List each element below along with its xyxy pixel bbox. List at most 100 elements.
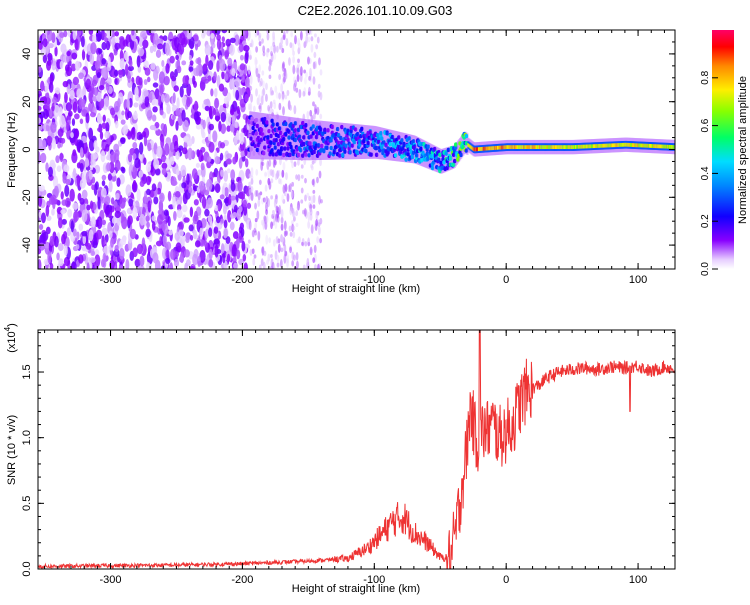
spectrogram-cell bbox=[162, 233, 167, 247]
spectrogram-cell bbox=[136, 216, 140, 222]
spectrogram-cell bbox=[138, 47, 145, 57]
spectrogram-cell bbox=[223, 228, 228, 239]
spectrogram-cell bbox=[297, 47, 301, 55]
spectrogram-cell bbox=[192, 229, 198, 240]
spectrogram-cell bbox=[304, 209, 308, 219]
spectrogram-cell bbox=[201, 131, 206, 139]
spectrogram-cell bbox=[132, 142, 138, 149]
spectrogram-cell bbox=[205, 54, 209, 67]
spectrogram-cell bbox=[54, 235, 59, 248]
spectrogram-cell bbox=[72, 76, 80, 86]
spectrogram-cell bbox=[204, 228, 209, 239]
colorbar-tick-label: 0.4 bbox=[700, 166, 711, 180]
spectrogram-cell bbox=[155, 49, 162, 59]
spectrogram-cell bbox=[174, 68, 178, 78]
spectrogram-cell bbox=[261, 246, 265, 256]
spectrogram-cell bbox=[213, 71, 217, 81]
spectrogram-cell bbox=[312, 101, 315, 107]
spectrogram-cell bbox=[312, 61, 316, 70]
spectrogram-cell bbox=[319, 237, 322, 244]
spectrogram-cell bbox=[380, 145, 384, 150]
spectrogram-cell bbox=[51, 208, 55, 216]
spectrogram-cell bbox=[231, 77, 235, 90]
spectrogram-cell bbox=[419, 146, 423, 151]
spectrogram-cell bbox=[126, 207, 132, 215]
spectrogram-cell bbox=[72, 202, 79, 210]
spectrogram-cell bbox=[54, 46, 58, 57]
spectrogram-cell bbox=[251, 125, 256, 131]
spectrogram-cell bbox=[125, 184, 132, 197]
spectrogram-cell bbox=[67, 208, 73, 218]
spectrogram-cell bbox=[182, 119, 189, 132]
spectrogram-cell bbox=[319, 217, 323, 225]
spectrogram-cell bbox=[143, 157, 147, 166]
spectrogram-cell bbox=[296, 127, 301, 133]
spectrogram-cell bbox=[95, 30, 102, 42]
spectrogram-cell bbox=[170, 248, 176, 260]
spectrogram-cell bbox=[250, 185, 254, 193]
spectrogram-cell bbox=[219, 142, 226, 149]
spectrogram-cell bbox=[263, 145, 267, 150]
spectrogram-cell bbox=[304, 241, 308, 247]
spectrogram-cell bbox=[286, 89, 290, 97]
spectrogram-cell bbox=[241, 30, 248, 37]
spectrogram-cell bbox=[379, 130, 383, 136]
spectrogram-cell bbox=[311, 160, 315, 165]
spectrogram-cell bbox=[295, 174, 298, 180]
spectrogram-cell bbox=[93, 87, 99, 97]
spectrogram-cell bbox=[146, 262, 151, 269]
spectrogram-cell bbox=[66, 227, 71, 237]
spectrogram-cell bbox=[134, 258, 141, 268]
spectrogram-cell bbox=[296, 74, 300, 83]
spectrogram-cell bbox=[273, 198, 277, 208]
spectrogram-cell bbox=[310, 195, 314, 205]
spectrogram-cell bbox=[215, 216, 221, 224]
spectrogram-cell bbox=[318, 127, 323, 132]
spectrogram-cell bbox=[261, 88, 265, 99]
spectrogram-cell bbox=[262, 51, 266, 57]
spectrogram-cell bbox=[275, 213, 279, 220]
spectrogram-cell bbox=[173, 210, 177, 221]
spectrogram-cell bbox=[165, 258, 171, 264]
spectrogram-cell bbox=[255, 88, 258, 97]
spectrogram-cell bbox=[254, 230, 258, 236]
spectrogram-cell bbox=[256, 135, 261, 141]
spectrogram-cell bbox=[280, 247, 284, 253]
spectrogram-cell bbox=[178, 229, 184, 237]
spectrogram-cell bbox=[85, 112, 90, 124]
spectrogram-cell bbox=[131, 30, 135, 36]
spectrogram-cell bbox=[143, 60, 149, 69]
spectrogram-cell bbox=[265, 195, 269, 204]
spectrogram-cell bbox=[51, 137, 57, 150]
spectrogram-cell bbox=[310, 224, 314, 234]
spectrogram-cell bbox=[166, 103, 171, 115]
spectrogram-cell bbox=[355, 150, 360, 155]
spectrogram-cell bbox=[400, 138, 404, 143]
spectrogram-cell bbox=[127, 130, 132, 140]
spectrogram-cell bbox=[276, 170, 279, 179]
spectrogram-cell bbox=[282, 136, 286, 142]
spectrogram-cell bbox=[249, 136, 253, 141]
spectrogram-cell bbox=[414, 153, 419, 158]
spectrogram-cell bbox=[271, 122, 276, 127]
spectrogram-cell bbox=[300, 187, 304, 194]
snr-y-label: SNR (10 * v/v) bbox=[6, 415, 18, 485]
spectrogram-cell bbox=[250, 192, 254, 202]
spectrogram-cell bbox=[59, 152, 64, 163]
spectrogram-cell bbox=[291, 181, 294, 187]
spectrogram-cell bbox=[74, 38, 79, 51]
spectrogram-cell bbox=[176, 209, 183, 219]
spectrogram-cell bbox=[129, 39, 135, 50]
spectrogram-cell bbox=[38, 259, 42, 269]
spectrogram-cell bbox=[266, 259, 269, 265]
spectrogram-cell bbox=[88, 30, 94, 35]
spectrogram-cell bbox=[140, 30, 147, 38]
spectrogram-cell bbox=[298, 88, 302, 99]
spectrogram-cell bbox=[38, 195, 43, 208]
spectrogram-cell bbox=[353, 127, 358, 132]
spectrogram-cell bbox=[464, 141, 469, 146]
spectrogram-cell bbox=[239, 54, 244, 61]
spectrogram-cell bbox=[41, 212, 46, 224]
spectrogram-cell bbox=[178, 221, 184, 231]
spectrogram-cell bbox=[309, 109, 313, 117]
